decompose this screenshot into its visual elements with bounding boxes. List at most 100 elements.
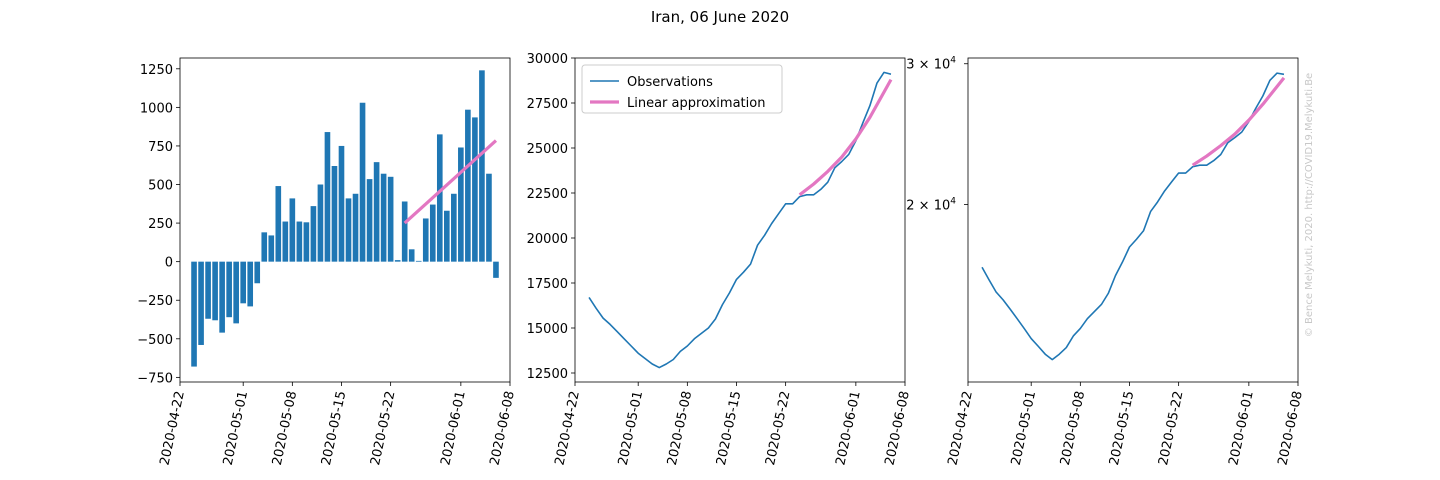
x-tick-label: 2020-06-01 xyxy=(833,390,863,467)
y-tick-label: 20000 xyxy=(527,232,568,247)
x-tick-label: 2020-04-22 xyxy=(553,390,583,467)
observations-hit xyxy=(589,72,891,367)
y-tick-label: 17500 xyxy=(527,277,568,292)
observations-line xyxy=(981,72,1285,361)
daily-change-bar-chart: 2020-04-22 2020-05-01 2020-05-08 2020-05-15… xyxy=(137,57,518,467)
bar-2020-06-04 xyxy=(479,70,485,262)
bar-2020-05-09 xyxy=(296,221,303,262)
bar-2020-04-24 xyxy=(191,261,197,367)
x-tick-label: 2020-05-22 xyxy=(1156,390,1186,467)
x-tick-label: 2020-05-01 xyxy=(1009,390,1039,467)
bar-2020-05-15 xyxy=(338,145,345,262)
linear-approximation-line xyxy=(1191,76,1286,167)
x-tick-label: 2020-06-01 xyxy=(1226,390,1256,467)
watermark: © Bence Melykuti, 2020. http://COVID19.M… xyxy=(1304,73,1315,337)
bar-2020-04-28 xyxy=(219,261,225,333)
y-tick-label: 30000 xyxy=(527,52,568,67)
x-tick-label: 2020-05-15 xyxy=(319,390,349,467)
bar-2020-04-25 xyxy=(198,261,204,345)
bar-2020-05-19 xyxy=(366,179,373,262)
y-tick-label: 25000 xyxy=(527,142,568,157)
y-tick-label-exponent: 4 xyxy=(950,197,956,207)
y-tick-label: 3 × 104 xyxy=(906,56,956,73)
plot-frame xyxy=(574,57,906,383)
bar-2020-05-29 xyxy=(436,134,443,262)
bar-2020-05-07 xyxy=(282,221,289,262)
bar-2020-05-02 xyxy=(247,261,254,307)
x-tick-label: 2020-06-08 xyxy=(883,390,913,467)
bar-2020-05-12 xyxy=(317,184,324,262)
bar-2020-05-11 xyxy=(310,206,317,262)
bar-2020-05-04 xyxy=(261,232,268,262)
bar-2020-06-06 xyxy=(493,261,499,278)
x-tick-label: 2020-05-15 xyxy=(714,390,744,467)
bar-2020-05-16 xyxy=(345,198,352,262)
y-tick-label-exponent: 4 xyxy=(950,56,956,66)
legend: Observations Linear approximation xyxy=(581,64,783,114)
x-tick-label: 2020-05-08 xyxy=(270,390,300,467)
x-tick-label: 2020-05-22 xyxy=(763,390,793,467)
bar-2020-06-02 xyxy=(465,109,471,262)
y-tick-label: 22500 xyxy=(527,187,568,202)
x-tick-label: 2020-05-01 xyxy=(616,390,646,467)
bar-2020-05-17 xyxy=(352,193,359,262)
bar-2020-05-23 xyxy=(394,260,401,262)
bar-2020-05-01 xyxy=(240,261,246,304)
y-tick-label: 250 xyxy=(148,217,173,232)
plot-frame xyxy=(967,57,1299,383)
bar-2020-05-10 xyxy=(303,222,310,262)
bar-2020-05-14 xyxy=(331,166,338,262)
bar-2020-05-18 xyxy=(359,102,366,262)
y-tick-label: 500 xyxy=(148,179,173,194)
bar-2020-05-13 xyxy=(324,132,331,262)
y-tick-label: 2 × 104 xyxy=(906,197,956,214)
legend-approximation-label: Linear approximation xyxy=(627,96,765,111)
plot-frame xyxy=(179,57,511,383)
x-tick-label: 2020-05-01 xyxy=(221,390,251,467)
y-tick-label: 15000 xyxy=(527,322,568,337)
bar-2020-05-30 xyxy=(444,210,450,262)
bar-2020-04-27 xyxy=(212,261,218,321)
y-tick-label-base: 2 × 10 xyxy=(906,199,950,214)
x-tick-label: 2020-04-22 xyxy=(158,390,188,467)
x-tick-label: 2020-05-08 xyxy=(665,390,695,467)
x-tick-label: 2020-05-08 xyxy=(1058,390,1088,467)
y-tick-label: −500 xyxy=(137,333,173,348)
bar-2020-05-31 xyxy=(451,193,457,262)
observations-line xyxy=(588,71,892,369)
bar-2020-04-26 xyxy=(205,261,211,319)
bar-2020-05-28 xyxy=(429,204,436,262)
bar-2020-05-21 xyxy=(380,173,387,262)
bar-2020-04-29 xyxy=(226,261,232,318)
bar-2020-05-27 xyxy=(422,218,429,262)
bar-2020-05-24 xyxy=(401,201,408,262)
legend-observations-label: Observations xyxy=(627,75,713,90)
bar-2020-06-03 xyxy=(472,117,478,262)
bar-2020-05-26 xyxy=(415,260,422,262)
y-tick-label-base: 3 × 10 xyxy=(906,58,950,73)
x-tick-label: 2020-06-01 xyxy=(438,390,468,467)
x-tick-label: 2020-06-08 xyxy=(1276,390,1306,467)
linear-approximation-line xyxy=(798,78,893,197)
active-cases-log-chart: 2020-04-22 2020-05-01 2020-05-08 2020-05-15… xyxy=(906,56,1306,467)
figure-title: Iran, 06 June 2020 xyxy=(651,8,789,26)
bar-2020-05-20 xyxy=(373,162,380,262)
bar-2020-05-06 xyxy=(275,186,282,262)
x-tick-label: 2020-04-22 xyxy=(946,390,976,467)
x-tick-label: 2020-05-22 xyxy=(368,390,398,467)
bar-2020-06-05 xyxy=(486,173,492,262)
bar-2020-06-01 xyxy=(458,147,464,262)
bar-2020-04-30 xyxy=(233,261,239,324)
active-cases-line-chart: 2020-04-22 2020-05-01 2020-05-08 2020-05-15… xyxy=(527,52,913,467)
x-tick-label: 2020-06-08 xyxy=(488,390,518,467)
bar-2020-05-08 xyxy=(289,198,296,262)
bar-2020-05-22 xyxy=(387,176,394,262)
y-tick-label: −250 xyxy=(137,294,173,309)
y-tick-label: 750 xyxy=(148,140,173,155)
y-tick-label: −750 xyxy=(137,371,173,386)
bar-2020-05-05 xyxy=(268,235,275,262)
y-tick-label: 1000 xyxy=(140,101,173,116)
y-tick-label: 0 xyxy=(165,256,173,271)
y-tick-label: 1250 xyxy=(140,63,173,78)
